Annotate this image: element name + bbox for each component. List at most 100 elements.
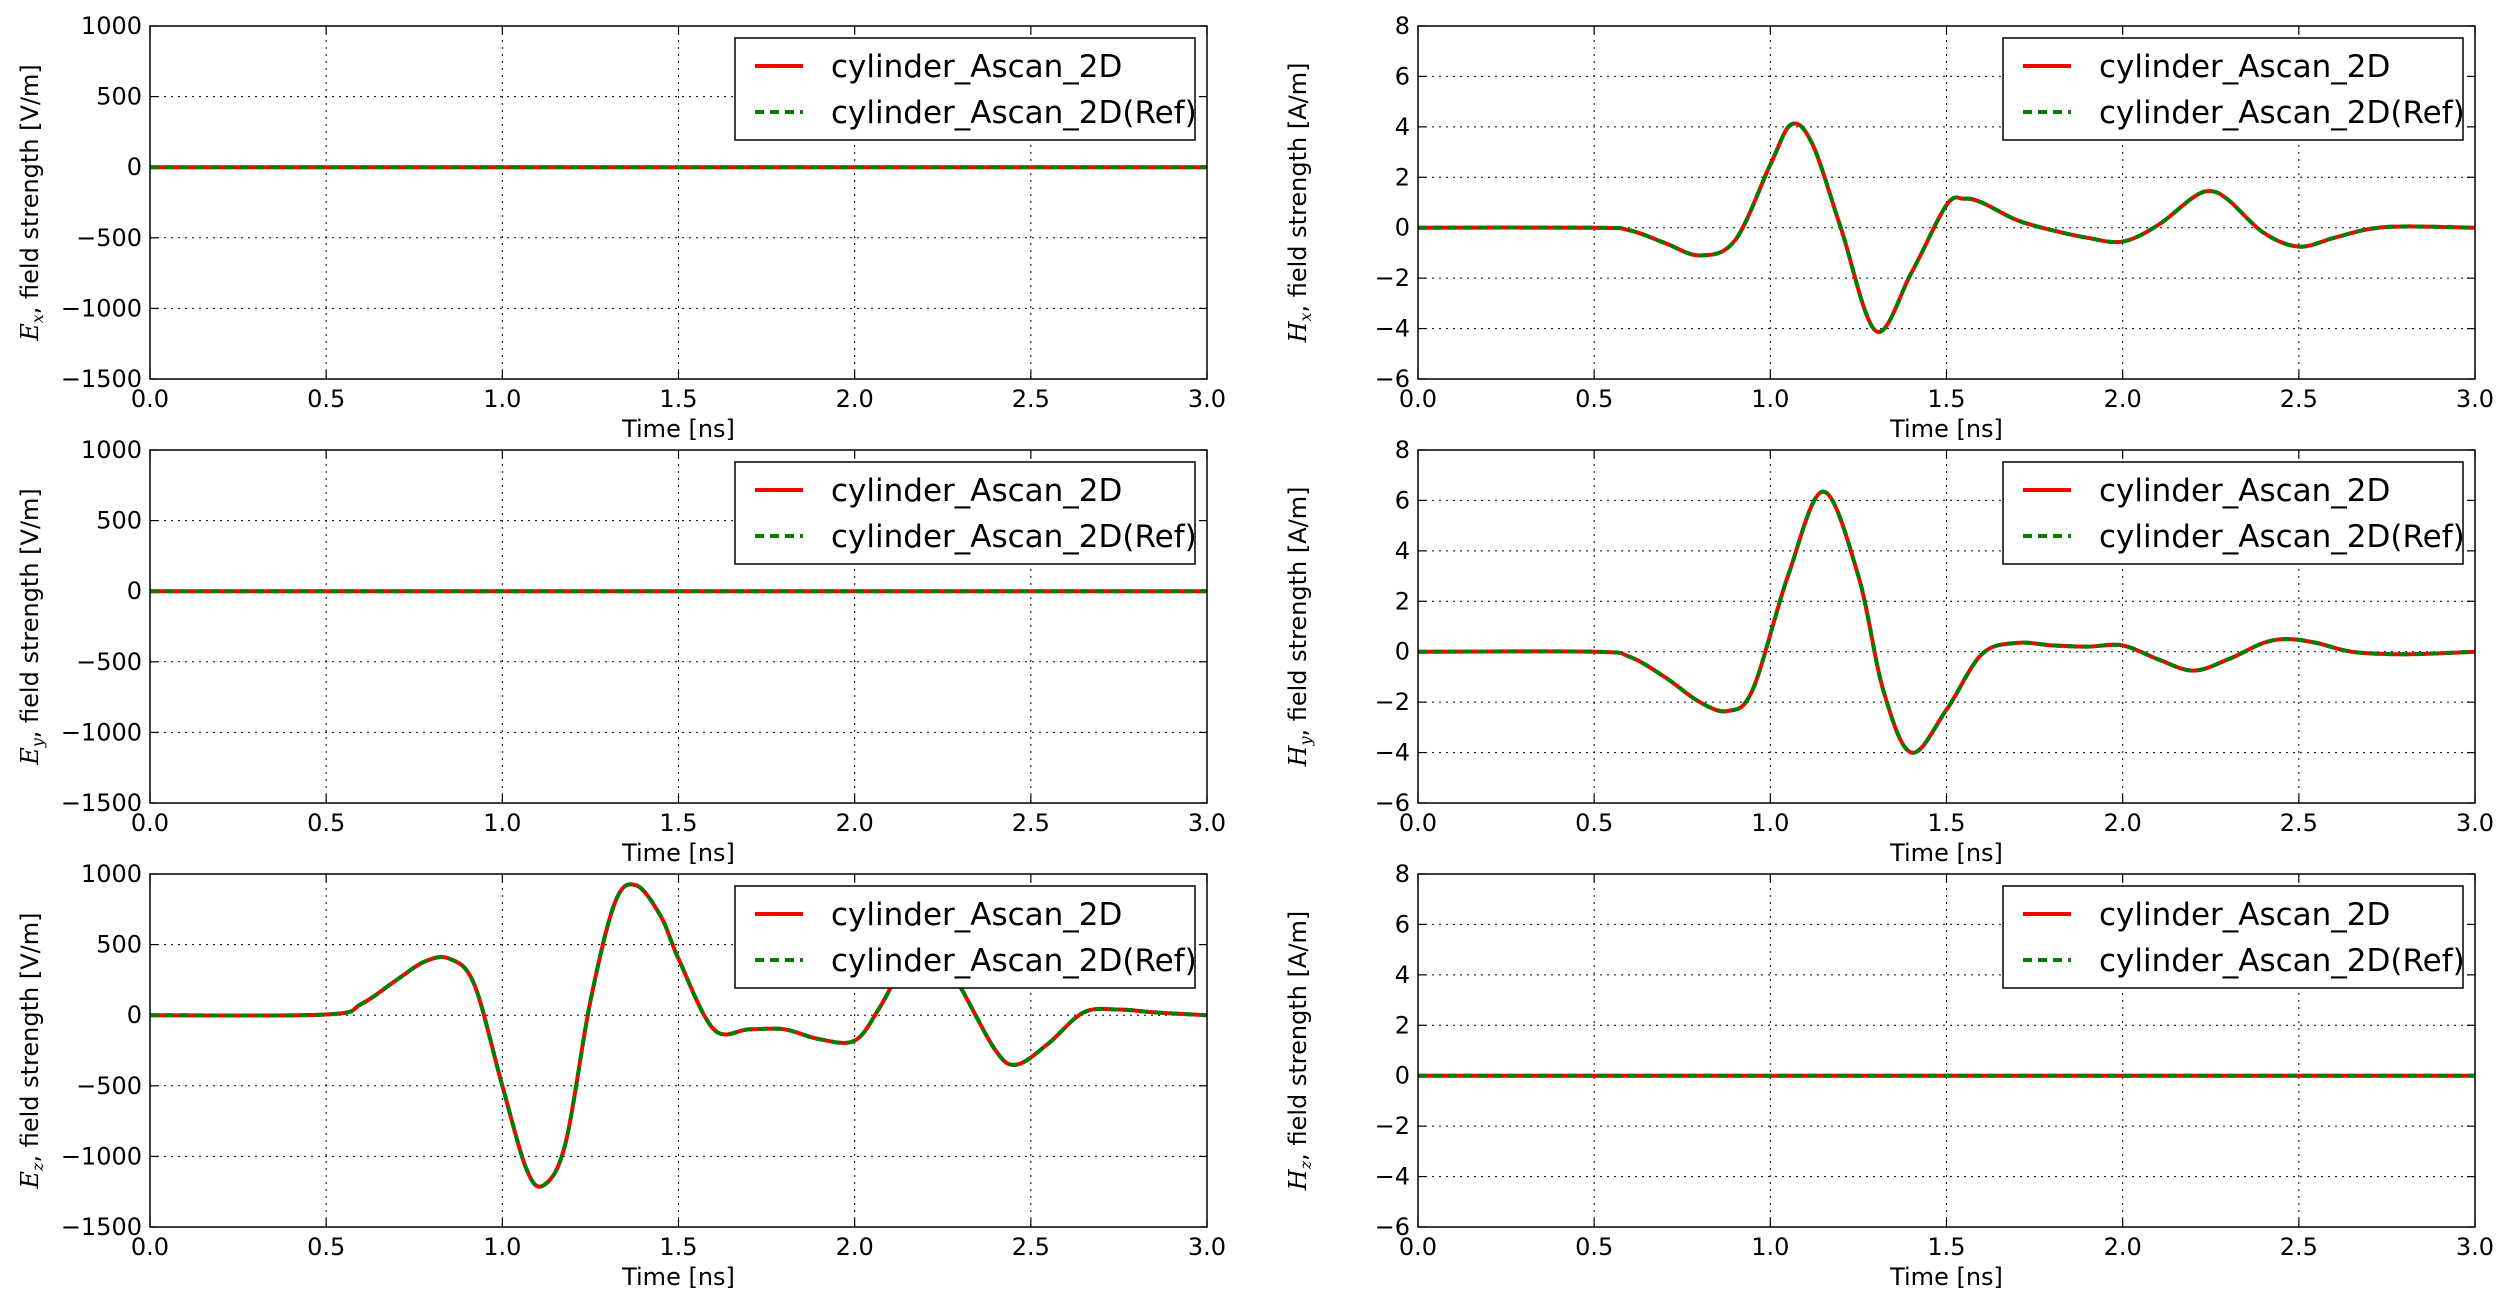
y-tick-label: 8 [1395, 860, 1410, 888]
y-axis-label-subscript: x [1296, 313, 1315, 322]
x-tick-label: 0.0 [1399, 809, 1437, 837]
y-axis-label-subscript: y [1296, 736, 1315, 747]
legend-label: cylinder_Ascan_2D [2099, 49, 2390, 85]
y-tick-label: 1000 [81, 436, 142, 464]
legend-label: cylinder_Ascan_2D [2099, 473, 2390, 509]
axes-frame [149, 873, 1208, 1228]
x-tick-label: 1.5 [1927, 809, 1965, 837]
legend-label: cylinder_Ascan_2D [831, 473, 1122, 509]
x-tick-label: 0.0 [131, 385, 169, 413]
y-axis-label-symbol: E [16, 323, 44, 342]
y-axis-label-symbol: H [1284, 1168, 1312, 1191]
x-tick-label: 2.0 [2104, 1233, 2142, 1261]
y-tick-label: 8 [1395, 436, 1410, 464]
x-tick-label: 0.5 [1575, 385, 1613, 413]
x-tick-label: 3.0 [1188, 385, 1226, 413]
x-tick-label: 2.0 [2104, 809, 2142, 837]
x-tick-label: 2.5 [1012, 1233, 1050, 1261]
x-axis-label: Time [ns] [621, 1263, 735, 1291]
y-tick-label: 0 [1395, 638, 1410, 666]
y-axis-label-symbol: H [1284, 320, 1312, 343]
x-tick-label: 3.0 [2456, 1233, 2494, 1261]
y-axis-label-symbol: H [1284, 744, 1312, 767]
axes-frame [1417, 449, 2476, 804]
y-axis-label-subscript: x [28, 314, 47, 323]
x-tick-label: 3.0 [1188, 1233, 1226, 1261]
x-tick-label: 1.5 [659, 1233, 697, 1261]
y-axis-label: Hy, field strength [A/m] [1284, 487, 1315, 768]
x-tick-label: 3.0 [1188, 809, 1226, 837]
x-tick-label: 1.5 [659, 385, 697, 413]
x-tick-label: 2.5 [1012, 385, 1050, 413]
legend-label: cylinder_Ascan_2D [831, 49, 1122, 85]
x-tick-label: 1.0 [1751, 1233, 1789, 1261]
y-tick-label: −1500 [61, 789, 142, 817]
x-axis-label: Time [ns] [1889, 839, 2003, 867]
y-axis-label-text: , field strength [V/m] [16, 913, 44, 1163]
x-tick-label: 1.0 [1751, 385, 1789, 413]
x-axis-label: Time [ns] [621, 839, 735, 867]
panel-ex: 0.0 0.5 1.0 1.5 2.0 2.5 3.0 1000 500 0 −500 −1000 −1… [16, 12, 1226, 443]
x-tick-label: 0.5 [1575, 1233, 1613, 1261]
y-tick-label: −2 [1375, 264, 1410, 292]
x-tick-label: 2.0 [836, 1233, 874, 1261]
legend-label: cylinder_Ascan_2D [831, 897, 1122, 933]
y-tick-label: 500 [96, 507, 142, 535]
y-tick-label: −1000 [61, 1142, 142, 1170]
x-tick-label: 0.5 [307, 809, 345, 837]
legend-label: cylinder_Ascan_2D(Ref) [2099, 943, 2465, 979]
x-tick-label: 1.0 [483, 385, 521, 413]
x-tick-label: 1.5 [1927, 1233, 1965, 1261]
x-tick-label: 0.0 [131, 1233, 169, 1261]
legend-label: cylinder_Ascan_2D(Ref) [831, 519, 1197, 555]
y-axis-label: Ey, field strength [V/m] [16, 488, 47, 766]
y-tick-label: −2 [1375, 1112, 1410, 1140]
y-axis-label-subscript: z [1296, 1160, 1315, 1170]
y-axis-label-text: , field strength [A/m] [1284, 487, 1312, 737]
y-tick-label: 0 [127, 577, 142, 605]
panel-hx: 0.0 0.5 1.0 1.5 2.0 2.5 3.0 8 6 4 2 0 −2 −4 −6 Time [ns… [1284, 12, 2494, 443]
y-tick-label: −1000 [61, 294, 142, 322]
y-axis-label-symbol: E [16, 1170, 44, 1189]
legend-box [734, 37, 1196, 141]
x-tick-label: 1.0 [483, 1233, 521, 1261]
y-tick-label: 1000 [81, 860, 142, 888]
y-axis-label-text: , field strength [A/m] [1284, 63, 1312, 313]
y-tick-label: −4 [1375, 739, 1410, 767]
y-tick-label: −500 [76, 648, 142, 676]
y-tick-label: −6 [1375, 789, 1410, 817]
y-tick-label: 2 [1395, 587, 1410, 615]
legend-label: cylinder_Ascan_2D(Ref) [2099, 95, 2465, 131]
y-tick-label: 0 [127, 153, 142, 181]
y-tick-label: −1500 [61, 365, 142, 393]
legend-box [2002, 461, 2464, 565]
x-tick-label: 1.5 [659, 809, 697, 837]
y-tick-label: 0 [1395, 1062, 1410, 1090]
y-tick-label: 4 [1395, 113, 1410, 141]
x-axis-label: Time [ns] [1889, 1263, 2003, 1291]
y-tick-label: 500 [96, 931, 142, 959]
legend-label: cylinder_Ascan_2D(Ref) [2099, 519, 2465, 555]
y-axis-label: Ez, field strength [V/m] [16, 913, 47, 1190]
y-tick-label: 2 [1395, 1011, 1410, 1039]
y-tick-label: 2 [1395, 163, 1410, 191]
panel-ey: 0.0 0.5 1.0 1.5 2.0 2.5 3.0 1000 500 0 −500 −1000 −1… [16, 436, 1226, 867]
y-axis-label: Ex, field strength [V/m] [16, 64, 47, 342]
panel-hy: 0.0 0.5 1.0 1.5 2.0 2.5 3.0 8 6 4 2 0 −2 −4 −6 Time [ns… [1284, 436, 2494, 867]
x-tick-label: 0.0 [131, 809, 169, 837]
x-tick-label: 2.0 [836, 809, 874, 837]
y-tick-label: 0 [1395, 214, 1410, 242]
axes-frame [149, 449, 1208, 804]
x-tick-label: 2.5 [1012, 809, 1050, 837]
axes-frame [1417, 25, 2476, 380]
y-tick-label: 1000 [81, 12, 142, 40]
series-line-ref [150, 882, 1207, 1189]
y-axis-label-subscript: y [28, 737, 47, 748]
x-tick-label: 3.0 [2456, 385, 2494, 413]
x-tick-label: 3.0 [2456, 809, 2494, 837]
y-tick-label: 500 [96, 83, 142, 111]
y-tick-label: −2 [1375, 688, 1410, 716]
legend-box [2002, 885, 2464, 989]
y-tick-label: 0 [127, 1001, 142, 1029]
